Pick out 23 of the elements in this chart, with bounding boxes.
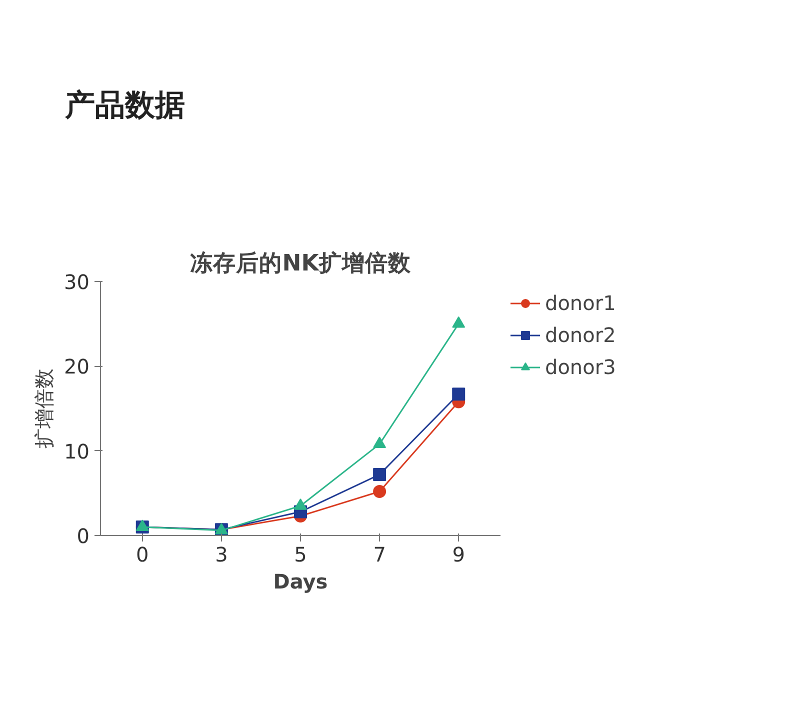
point: [452, 387, 466, 400]
point: [294, 498, 307, 510]
point: [373, 436, 386, 448]
y-tick-label: 30: [64, 270, 90, 294]
y-axis-title: 扩增倍数: [32, 368, 56, 448]
legend-label: donor1: [545, 290, 616, 315]
point: [136, 519, 149, 531]
chart-title: 冻存后的NK扩增倍数: [190, 249, 412, 276]
x-tick-label: 5: [294, 542, 307, 566]
point: [452, 316, 466, 328]
y-tick-label: 0: [76, 524, 90, 548]
legend-label: donor3: [545, 354, 616, 379]
x-tick-label: 9: [452, 542, 465, 566]
point: [373, 468, 386, 481]
y-tick-label: 10: [64, 439, 90, 464]
x-tick-label: 3: [215, 542, 228, 566]
point: [373, 484, 386, 498]
x-axis-title: Days: [273, 569, 328, 594]
y-tick-label: 20: [64, 354, 90, 379]
legend-label: donor2: [545, 322, 616, 347]
x-tick-label: 7: [373, 542, 386, 566]
text: 产品数据: [65, 87, 185, 125]
x-tick-label: 0: [136, 542, 149, 566]
